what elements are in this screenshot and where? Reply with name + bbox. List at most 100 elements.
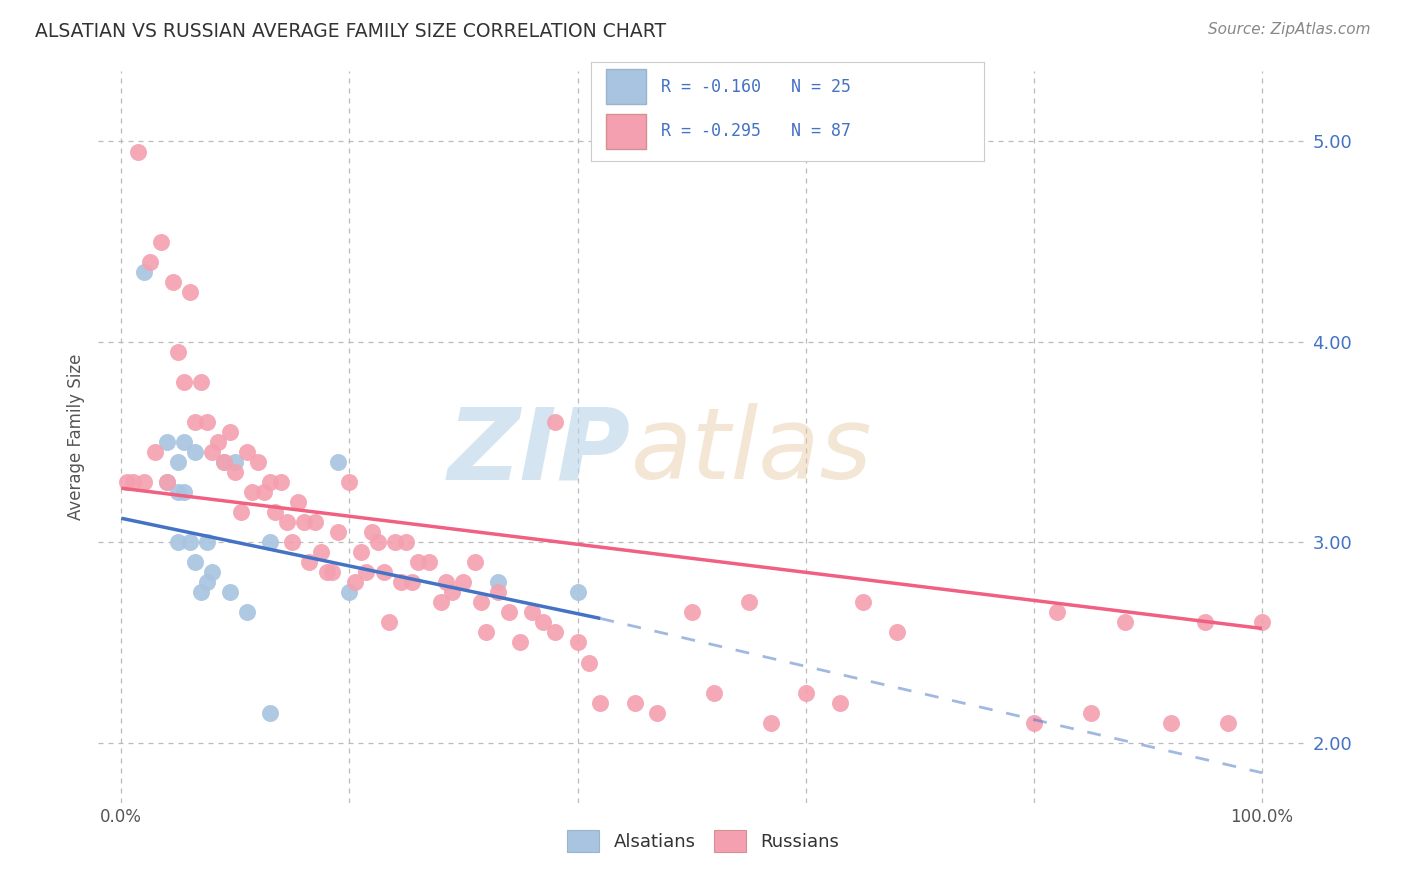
Point	[498, 606, 520, 620]
Point	[1046, 606, 1069, 620]
Text: ZIP: ZIP	[447, 403, 630, 500]
Point	[464, 555, 486, 569]
Point	[264, 505, 287, 519]
Point	[389, 575, 412, 590]
Point	[150, 235, 173, 249]
Point	[184, 445, 207, 459]
Point	[132, 265, 155, 279]
Point	[475, 625, 498, 640]
Point	[828, 696, 851, 710]
Text: R = -0.295   N = 87: R = -0.295 N = 87	[661, 122, 852, 140]
Point	[315, 566, 337, 580]
Point	[173, 435, 195, 450]
Point	[179, 285, 201, 299]
Text: Source: ZipAtlas.com: Source: ZipAtlas.com	[1208, 22, 1371, 37]
Point	[453, 575, 475, 590]
Point	[259, 706, 281, 720]
Point	[361, 525, 384, 540]
Point	[1022, 715, 1045, 730]
Point	[253, 485, 276, 500]
Point	[1216, 715, 1239, 730]
Point	[235, 445, 257, 459]
Point	[356, 566, 378, 580]
Point	[195, 535, 218, 549]
Point	[287, 495, 309, 509]
Point	[703, 685, 725, 699]
Point	[321, 566, 343, 580]
Point	[292, 515, 315, 529]
Point	[567, 585, 589, 599]
Y-axis label: Average Family Size: Average Family Size	[66, 354, 84, 520]
Point	[276, 515, 298, 529]
Point	[156, 475, 179, 490]
Point	[434, 575, 457, 590]
Text: atlas: atlas	[630, 403, 872, 500]
Point	[167, 485, 190, 500]
Point	[337, 585, 360, 599]
Point	[794, 685, 817, 699]
Point	[212, 455, 235, 469]
Point	[270, 475, 292, 490]
Point	[852, 595, 875, 609]
Point	[179, 535, 201, 549]
Point	[395, 535, 418, 549]
Point	[623, 696, 645, 710]
Point	[115, 475, 138, 490]
Point	[520, 606, 543, 620]
Point	[145, 445, 167, 459]
Point	[167, 345, 190, 359]
Point	[1080, 706, 1102, 720]
Point	[761, 715, 783, 730]
Point	[229, 505, 252, 519]
Point	[167, 535, 190, 549]
Point	[304, 515, 326, 529]
Point	[470, 595, 492, 609]
Point	[190, 375, 212, 389]
Point	[531, 615, 554, 630]
Text: R = -0.160   N = 25: R = -0.160 N = 25	[661, 78, 852, 96]
FancyBboxPatch shape	[606, 70, 645, 103]
Point	[544, 625, 567, 640]
FancyBboxPatch shape	[606, 114, 645, 149]
Point	[242, 485, 264, 500]
Point	[184, 415, 207, 429]
Point	[184, 555, 207, 569]
Point	[1194, 615, 1216, 630]
Point	[162, 275, 184, 289]
Point	[578, 656, 600, 670]
Point	[337, 475, 360, 490]
Point	[406, 555, 429, 569]
Point	[156, 475, 179, 490]
Point	[259, 475, 281, 490]
Point	[195, 415, 218, 429]
Point	[567, 635, 589, 649]
Point	[218, 425, 240, 439]
Point	[309, 545, 332, 559]
Point	[281, 535, 304, 549]
Point	[647, 706, 669, 720]
Point	[195, 575, 218, 590]
Point	[235, 606, 257, 620]
Point	[212, 455, 235, 469]
Point	[298, 555, 321, 569]
Point	[544, 415, 567, 429]
Point	[737, 595, 759, 609]
Point	[201, 445, 224, 459]
Point	[201, 566, 224, 580]
Point	[190, 585, 212, 599]
Point	[1251, 615, 1274, 630]
Point	[378, 615, 401, 630]
Text: ALSATIAN VS RUSSIAN AVERAGE FAMILY SIZE CORRELATION CHART: ALSATIAN VS RUSSIAN AVERAGE FAMILY SIZE …	[35, 22, 666, 41]
Point	[350, 545, 373, 559]
Point	[886, 625, 908, 640]
Point	[429, 595, 451, 609]
Point	[132, 475, 155, 490]
Point	[441, 585, 464, 599]
Point	[373, 566, 395, 580]
Point	[589, 696, 612, 710]
Point	[259, 535, 281, 549]
Point	[207, 435, 229, 450]
Point	[139, 254, 162, 268]
Point	[367, 535, 389, 549]
Point	[218, 585, 240, 599]
